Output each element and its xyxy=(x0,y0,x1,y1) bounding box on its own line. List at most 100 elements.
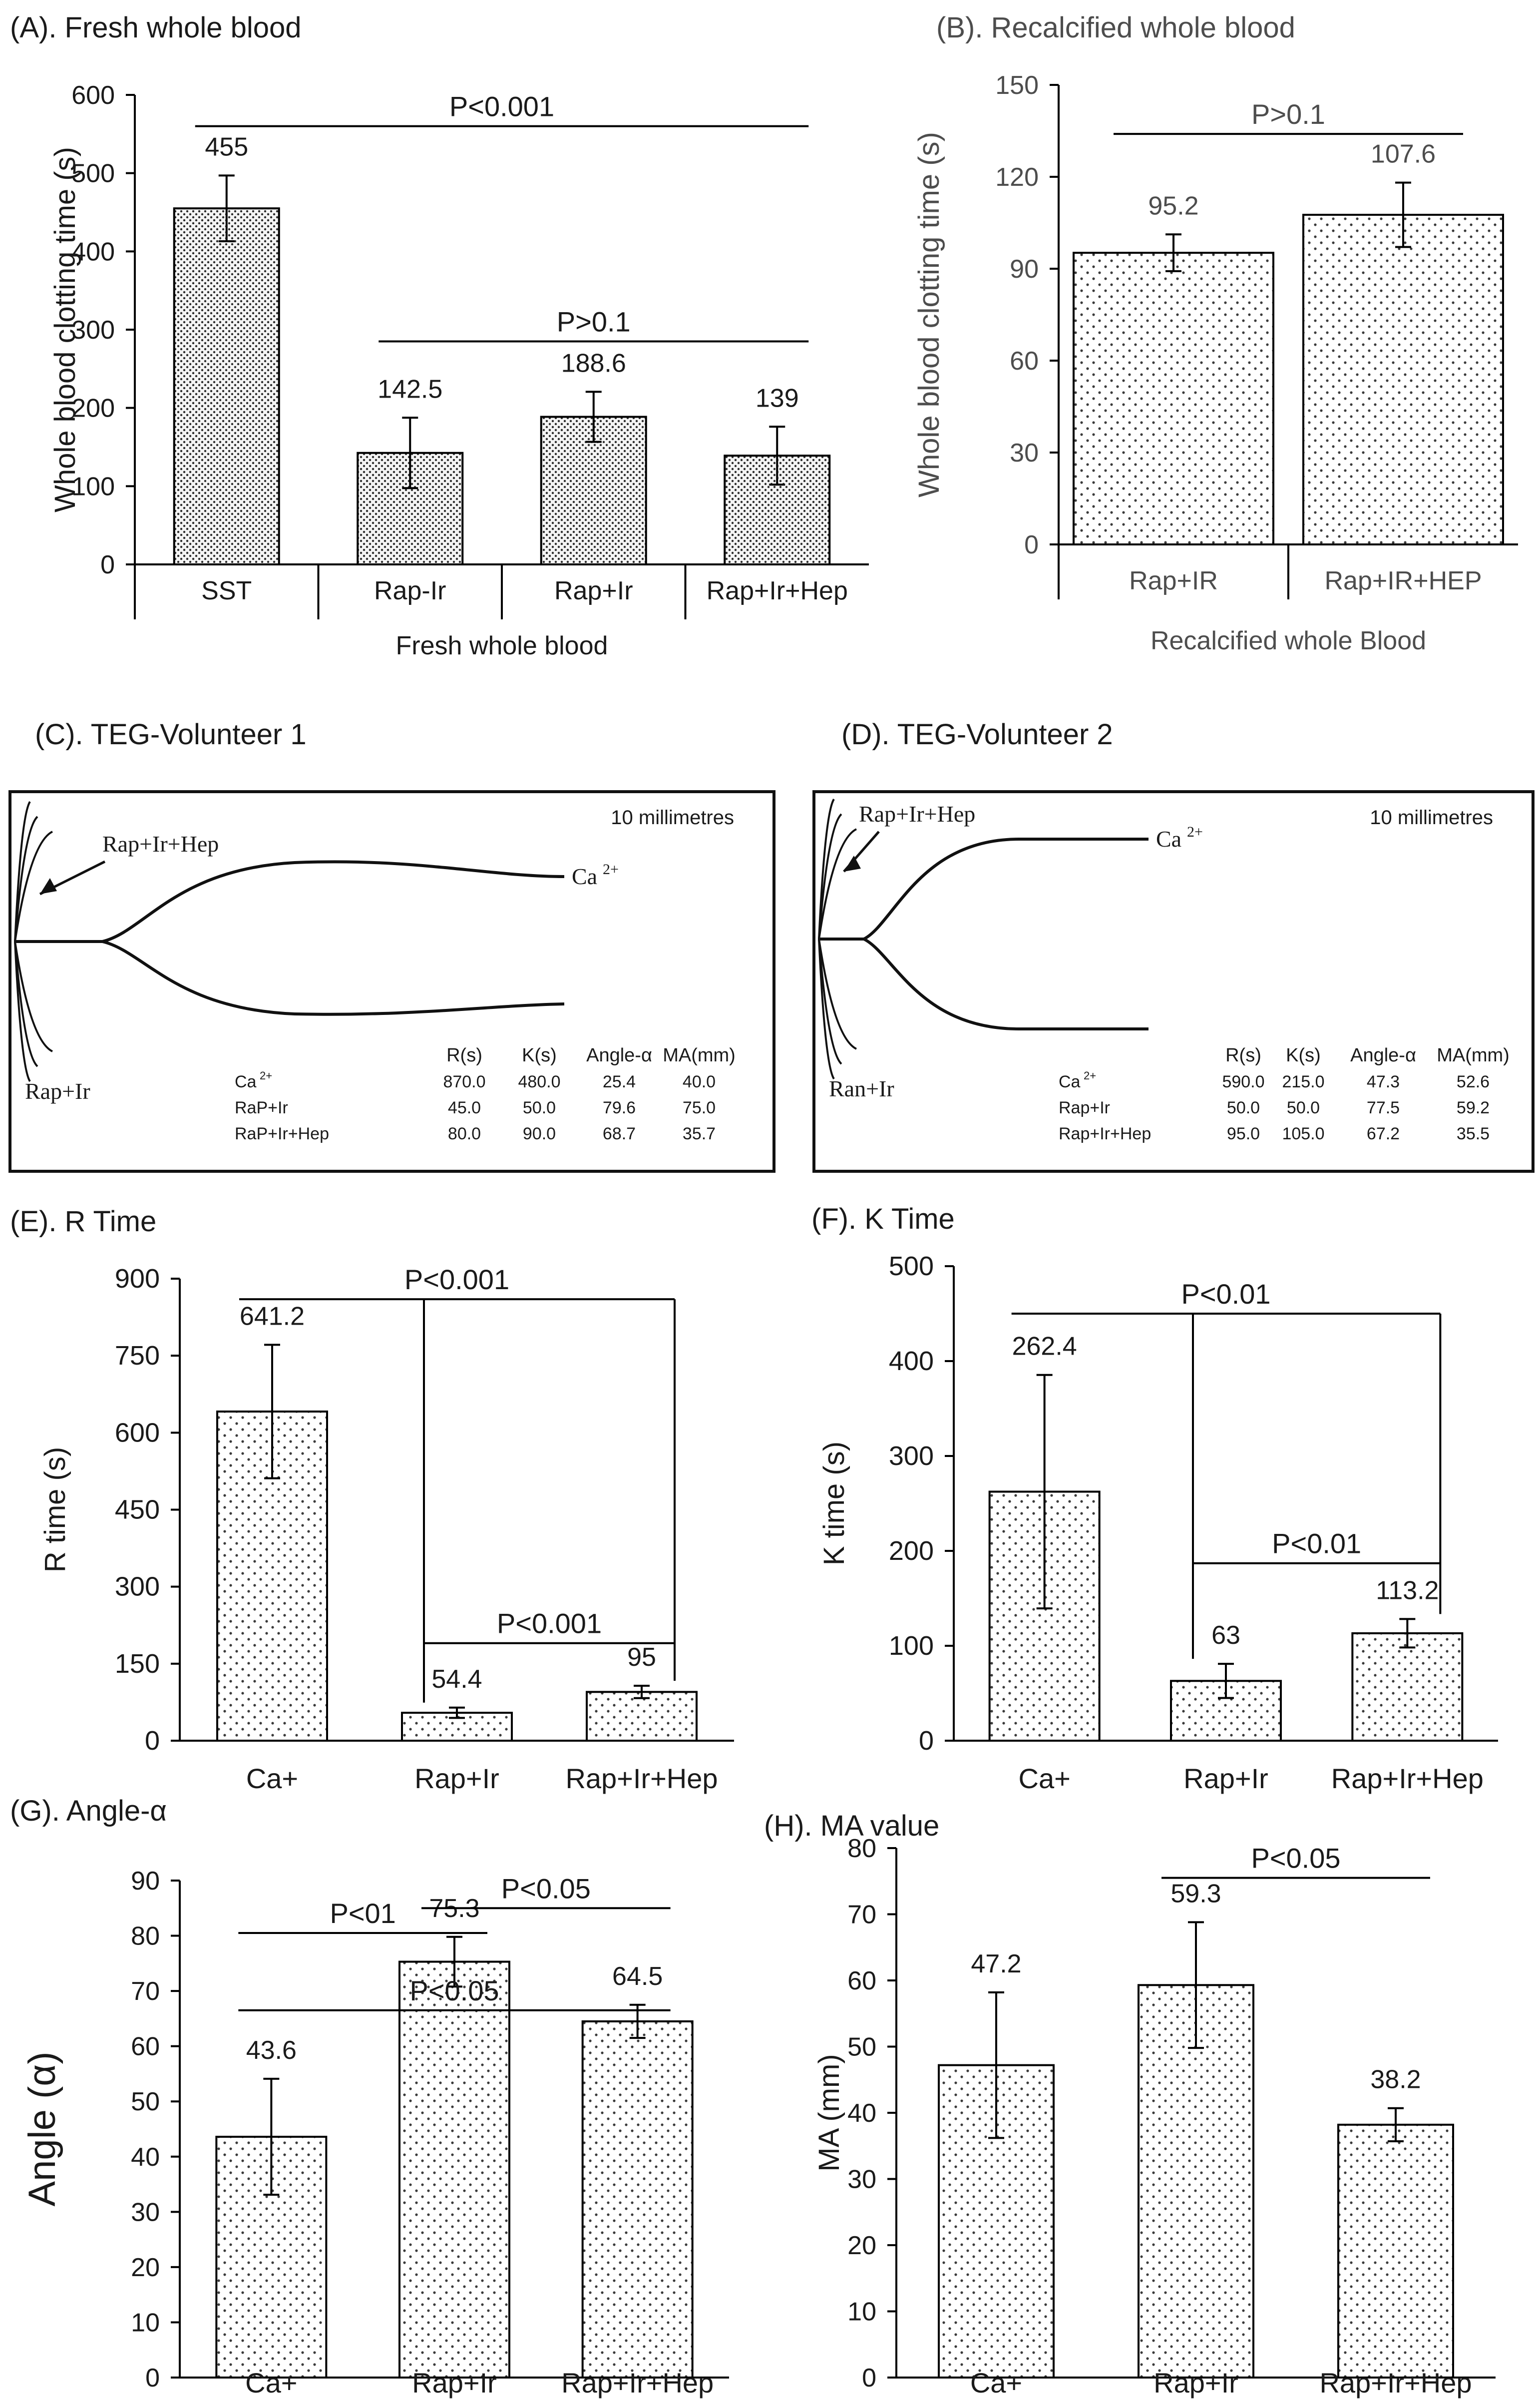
chart-title: (E). R Time xyxy=(10,1205,156,1238)
y-tick-label: 60 xyxy=(847,1966,876,1995)
teg-cell: 59.2 xyxy=(1457,1098,1490,1117)
category-label: Rap+Ir+Hep xyxy=(561,2367,714,2399)
teg-cell: 590.0 xyxy=(1222,1072,1264,1091)
teg-frame xyxy=(812,790,1535,1173)
ca-tracing-lower xyxy=(102,940,565,1016)
fast-tracing-upper xyxy=(14,831,53,942)
x-axis-label: Fresh whole blood xyxy=(396,631,608,660)
category-label: Ca+ xyxy=(245,2367,297,2399)
teg-row-label: Ca xyxy=(235,1072,257,1091)
y-tick-label: 50 xyxy=(131,2087,160,2116)
y-tick-label: 300 xyxy=(71,316,115,345)
category-label: Rap+Ir+Hep xyxy=(1331,1763,1484,1794)
teg-cell: 68.7 xyxy=(603,1124,636,1143)
y-tick-label: 0 xyxy=(1024,530,1039,559)
bar xyxy=(173,207,280,565)
value-label: 47.2 xyxy=(971,1949,1021,1978)
chart-panel-f: (F). K Time 0 100 200 300 400 500 K time (s) 262… xyxy=(811,1203,1498,1794)
value-label: 641.2 xyxy=(240,1302,305,1331)
teg-cell: 35.5 xyxy=(1457,1124,1490,1143)
teg-table-header: K(s) xyxy=(1286,1045,1321,1066)
y-tick-label: 750 xyxy=(115,1341,160,1371)
scale-label: 10 millimetres xyxy=(1370,807,1493,829)
category-label: Ca+ xyxy=(970,2367,1022,2399)
significance-label: P<0.001 xyxy=(497,1608,602,1639)
y-tick-label: 150 xyxy=(995,71,1039,100)
y-axis-label: Angle (α) xyxy=(21,2051,63,2206)
y-tick-label: 120 xyxy=(995,163,1039,192)
significance-label: P<0.05 xyxy=(1251,1843,1340,1874)
category-label: Rap+IR xyxy=(1129,566,1218,595)
y-tick-label: 0 xyxy=(100,550,115,579)
scale-label: 10 millimetres xyxy=(611,807,734,829)
teg-title: (C). TEG-Volunteer 1 xyxy=(35,718,307,751)
bar xyxy=(1337,2123,1454,2379)
teg-row-label-sup: 2+ xyxy=(1084,1069,1096,1082)
chart-title: (A). Fresh whole blood xyxy=(10,11,301,44)
teg-cell: 50.0 xyxy=(1227,1098,1260,1117)
teg-table-header: MA(mm) xyxy=(1437,1045,1510,1066)
y-tick-label: 90 xyxy=(131,1867,160,1896)
hep-arrow-head xyxy=(844,856,861,872)
chart-title: (H). MA value xyxy=(764,1810,939,1842)
teg-cell: 95.0 xyxy=(1227,1124,1260,1143)
fast-tracing-lower xyxy=(818,939,857,1050)
y-tick-label: 600 xyxy=(115,1418,160,1447)
significance-label: P<0.001 xyxy=(449,91,554,122)
teg-cell: 79.6 xyxy=(603,1098,636,1117)
teg-table-header: Angle-α xyxy=(586,1045,652,1066)
value-label: 64.5 xyxy=(612,1962,663,1991)
ir-trace-label: Rap+Ir xyxy=(25,1078,90,1104)
y-tick-label: 900 xyxy=(115,1264,160,1294)
chart-title: (G). Angle-α xyxy=(10,1795,167,1827)
chart-panel-e: (E). R Time 0 150 300 450 600 750 900 R time (s)… xyxy=(10,1205,734,1794)
y-axis-label: Whole blood clotting time (s) xyxy=(49,147,81,512)
y-tick-label: 100 xyxy=(71,472,115,501)
y-tick-label: 20 xyxy=(131,2253,160,2282)
y-tick-label: 40 xyxy=(847,2099,876,2128)
fast-tracing-upper xyxy=(818,798,835,940)
teg-title: (D). TEG-Volunteer 2 xyxy=(841,718,1113,751)
category-label: Rap+Ir+Hep xyxy=(1319,2367,1472,2399)
value-label: 262.4 xyxy=(1012,1332,1077,1361)
teg-table-header: MA(mm) xyxy=(663,1045,736,1066)
y-tick-label: 20 xyxy=(847,2231,876,2260)
chart-panel-b: (B). Recalcified whole blood 0 30 60 90 120 15… xyxy=(913,11,1518,655)
value-label: 139 xyxy=(756,384,799,413)
teg-cell: 50.0 xyxy=(1287,1098,1320,1117)
x-axis-label: Recalcified whole Blood xyxy=(1151,626,1426,655)
significance-label: P>0.1 xyxy=(1251,98,1325,130)
y-tick-label: 90 xyxy=(1010,255,1039,284)
ca-trace-label: Ca xyxy=(572,864,597,889)
teg-cell: 52.6 xyxy=(1457,1072,1490,1091)
fast-tracing-lower xyxy=(14,941,53,1052)
y-tick-label: 200 xyxy=(889,1536,934,1566)
value-label: 107.6 xyxy=(1371,140,1436,169)
value-label: 113.2 xyxy=(1376,1576,1439,1605)
teg-cell: 870.0 xyxy=(443,1072,485,1091)
y-tick-label: 300 xyxy=(889,1441,934,1471)
bar xyxy=(1302,214,1504,545)
y-tick-label: 80 xyxy=(847,1834,876,1863)
ca-tracing-upper xyxy=(15,860,565,943)
teg-cell: 90.0 xyxy=(523,1124,556,1143)
bar xyxy=(581,2020,694,2379)
fast-tracing-upper xyxy=(14,801,31,942)
y-tick-label: 30 xyxy=(1010,439,1039,468)
category-label: Rap+Ir xyxy=(414,1763,499,1794)
value-label: 38.2 xyxy=(1370,2065,1421,2094)
significance-label: P<01 xyxy=(330,1898,395,1929)
teg-row-label: Ca xyxy=(1059,1072,1081,1091)
teg-table-header: R(s) xyxy=(1225,1045,1261,1066)
category-label: Rap-Ir xyxy=(374,576,446,605)
value-label: 43.6 xyxy=(246,2036,297,2065)
ca-trace-label-sup: 2+ xyxy=(1187,824,1203,840)
y-tick-label: 0 xyxy=(919,1726,934,1756)
y-tick-label: 400 xyxy=(71,237,115,266)
value-label: 188.6 xyxy=(561,349,626,378)
fast-tracing-lower xyxy=(818,939,835,1080)
category-label: Rap+Ir xyxy=(1154,2367,1238,2399)
y-tick-label: 40 xyxy=(131,2143,160,2172)
